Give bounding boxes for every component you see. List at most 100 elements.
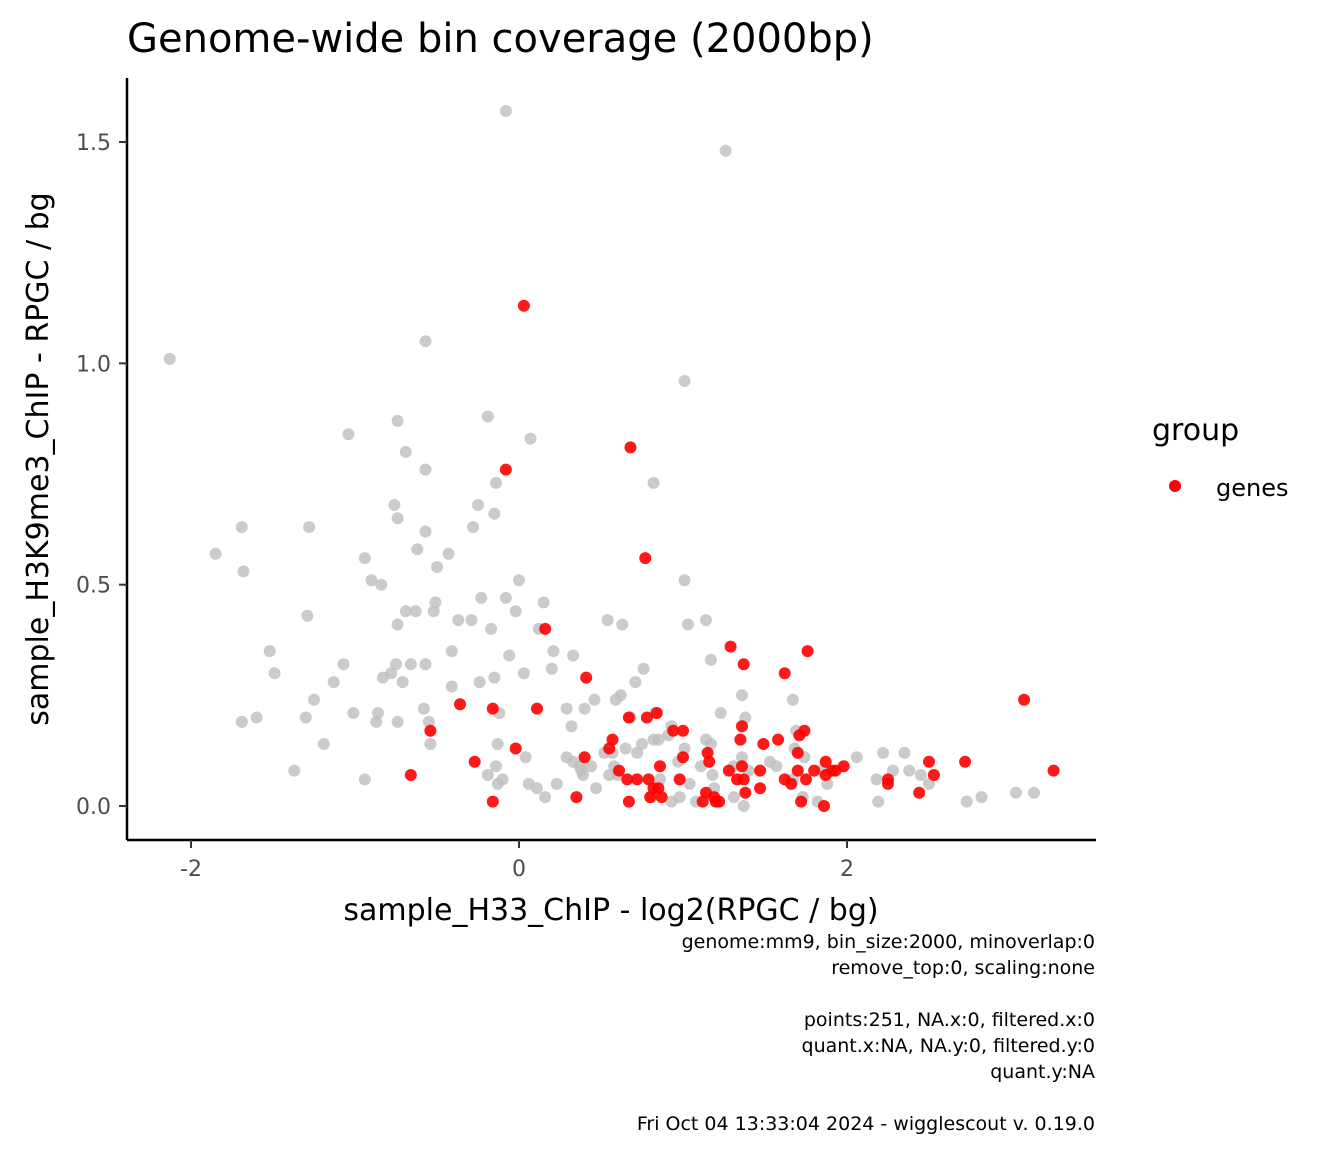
data-point-genes (923, 755, 935, 768)
data-point-background (565, 720, 578, 733)
y-tick-label: 1.0 (76, 352, 111, 377)
data-point-background (727, 791, 740, 804)
data-point-background (736, 751, 748, 764)
data-point-background (475, 591, 488, 604)
data-point-background (427, 605, 440, 618)
data-point-background (1009, 786, 1022, 799)
data-point-background (235, 521, 248, 534)
data-point-background (411, 543, 424, 556)
data-point-background (914, 769, 927, 781)
data-point-background (375, 578, 388, 591)
data-point-background (499, 591, 512, 604)
data-point-genes (624, 441, 637, 454)
data-point-genes (673, 773, 686, 786)
data-point-background (517, 667, 530, 680)
data-point-background (488, 671, 501, 684)
data-point-background (372, 707, 384, 719)
data-point-background (376, 671, 389, 684)
y-tick-label: 0.5 (76, 574, 111, 599)
data-point-background (431, 561, 443, 573)
data-point-genes (927, 769, 940, 781)
data-point-genes (754, 764, 767, 777)
data-point-genes (677, 724, 689, 737)
data-point-genes (778, 667, 791, 680)
data-point-background (209, 547, 222, 560)
data-point-background (417, 702, 430, 715)
caption-line: remove_top:0, scaling:none (831, 957, 1095, 979)
data-point-background (636, 738, 648, 750)
data-point-background (390, 658, 402, 671)
data-point-genes (642, 773, 655, 786)
data-point-background (903, 764, 916, 777)
data-point-genes (539, 622, 552, 635)
data-point-background (590, 782, 603, 795)
data-point-background (317, 738, 330, 750)
data-point-background (601, 614, 614, 627)
data-point-background (491, 738, 504, 750)
data-point-genes (644, 791, 657, 804)
data-point-genes (739, 786, 752, 799)
data-point-genes (713, 795, 726, 808)
data-point-background (519, 751, 532, 764)
data-point-background (424, 738, 437, 750)
data-point-background (491, 777, 504, 790)
data-point-background (537, 596, 550, 609)
data-point-background (358, 773, 371, 786)
data-point-background (391, 618, 404, 631)
data-point-background (616, 618, 629, 631)
data-point-background (490, 476, 502, 489)
data-point-genes (772, 733, 785, 746)
data-point-background (342, 428, 355, 441)
data-point-genes (791, 746, 804, 759)
data-point-background (704, 653, 717, 666)
caption: genome:mm9, bin_size:2000, minoverlap:0 r… (637, 931, 1095, 1135)
data-point-genes (737, 658, 750, 671)
data-point-genes (808, 764, 821, 777)
data-point-background (678, 574, 691, 587)
data-point-background (419, 525, 432, 538)
data-point-background (719, 144, 732, 157)
legend-title: group (1152, 413, 1239, 448)
data-point-genes (499, 463, 512, 476)
data-point-background (531, 782, 543, 795)
data-point-background (503, 649, 516, 662)
data-point-genes (454, 698, 466, 711)
data-point-background (472, 499, 484, 511)
genes-points-layer (404, 299, 1060, 812)
data-point-background (299, 711, 312, 724)
data-point-background (481, 769, 494, 781)
data-point-genes (603, 742, 616, 755)
data-point-genes (819, 769, 832, 781)
data-point-background (399, 605, 412, 618)
data-point-genes (578, 751, 591, 764)
data-point-background (872, 795, 885, 808)
data-point-genes (486, 702, 499, 715)
data-point-genes (1047, 764, 1060, 777)
data-point-background (467, 521, 480, 534)
data-point-genes (818, 800, 830, 812)
data-point-genes (404, 769, 417, 781)
data-point-background (485, 622, 498, 635)
data-point-background (163, 352, 176, 365)
data-point-genes (724, 640, 737, 653)
data-point-background (654, 773, 666, 786)
data-point-background (370, 715, 383, 728)
data-point-genes (757, 738, 770, 750)
data-point-background (419, 658, 432, 671)
x-tick-label: -2 (180, 857, 202, 882)
data-point-background (237, 565, 250, 578)
data-point-background (347, 707, 360, 719)
data-point-background (399, 445, 412, 458)
data-point-background (850, 751, 863, 764)
x-axis-ticks: -2 0 2 (180, 840, 854, 882)
data-point-background (870, 773, 883, 786)
data-point-genes (622, 795, 635, 808)
x-tick-label: 0 (512, 857, 526, 882)
data-point-genes (655, 791, 668, 804)
caption-line: quant.y:NA (990, 1061, 1095, 1083)
data-point-background (404, 658, 417, 671)
data-point-background (560, 702, 573, 715)
data-point-background (629, 676, 642, 689)
data-point-background (673, 791, 686, 804)
